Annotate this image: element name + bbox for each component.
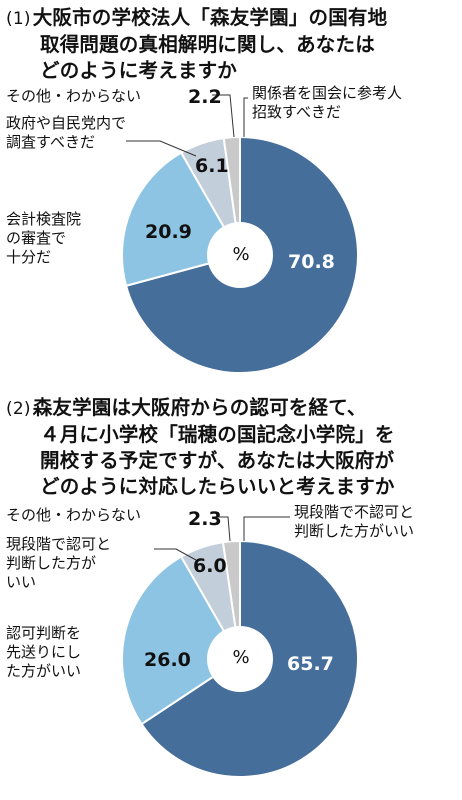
- pie-2-center-hole: [207, 626, 273, 692]
- pie-2-label-second: 認可判断を 先送りにし た方がいい: [6, 624, 82, 680]
- pie-1-label-other: その他・わからない: [6, 87, 142, 105]
- pie-2-leader-third: [154, 548, 197, 561]
- pie-2-leader-other: [212, 516, 231, 542]
- pie-2-leader-largest: [243, 516, 290, 541]
- pie-1-label-second: 会計検査院 の審査で 十分だ: [6, 210, 82, 266]
- question-1-title-line-2: 取得問題の真相解明に関し、あなたは: [40, 33, 375, 56]
- pie-1-value-third: 6.1: [195, 155, 229, 177]
- pie-2-value-second: 26.0: [144, 649, 191, 671]
- pie-2-value-other: 2.3: [188, 508, 222, 530]
- pie-2-center-unit: %: [232, 647, 250, 668]
- pie-1-value-other: 2.2: [188, 86, 222, 108]
- pie-chart-2: [121, 539, 359, 778]
- pie-1-leader-third: [126, 140, 197, 157]
- pie-2-label-largest: 現段階で不認可と 判断した方がいい: [294, 503, 415, 540]
- pie-2-label-third: 現段階で認可と 判断した方が いい: [6, 535, 112, 591]
- pie-chart-1: [121, 135, 359, 374]
- pie-1-leader-largest: [243, 97, 248, 137]
- pie-2-value-largest: 65.7: [287, 653, 334, 675]
- pie-2-slice-second: [121, 555, 242, 726]
- pie-1-leader-other: [212, 94, 235, 138]
- question-1-title: (1) 大阪市の学校法人「森友学園」の国有地 取得問題の真相解明に関し、あなたは …: [6, 5, 456, 84]
- question-2-title-line-1: 森友学園は大阪府からの認可を経て、: [32, 396, 367, 419]
- question-2-title-line-3: 開校する予定ですが、あなたは大阪府が: [40, 449, 395, 472]
- pie-1-value-largest: 70.8: [288, 251, 335, 273]
- pie-1-label-largest: 関係者を国会に参考人 招致すべきだ: [252, 84, 403, 121]
- pie-1-label-third: 政府や自民党内で 調査すべきだ: [6, 114, 127, 151]
- leader-lines: [126, 94, 290, 561]
- pie-2-value-third: 6.0: [193, 555, 227, 577]
- pie-1-value-second: 20.9: [145, 221, 192, 243]
- question-2-number: (2): [6, 399, 31, 419]
- question-1-title-line-3: どのように考えますか: [40, 59, 238, 82]
- pie-1-center-unit: %: [232, 244, 250, 265]
- question-1-title-line-1: 大阪市の学校法人「森友学園」の国有地: [32, 6, 388, 29]
- question-2-title-line-2: ４月に小学校「瑞穂の国記念小学院」を: [40, 423, 395, 446]
- question-1-number: (1): [6, 9, 31, 29]
- question-2-title-line-4: どのように対応したらいいと考えますか: [40, 475, 395, 498]
- pie-2-label-other: その他・わからない: [6, 506, 142, 524]
- pie-1-center-hole: [207, 222, 273, 288]
- question-2-title: (2) 森友学園は大阪府からの認可を経て、 ４月に小学校「瑞穂の国記念小学院」を …: [6, 395, 456, 500]
